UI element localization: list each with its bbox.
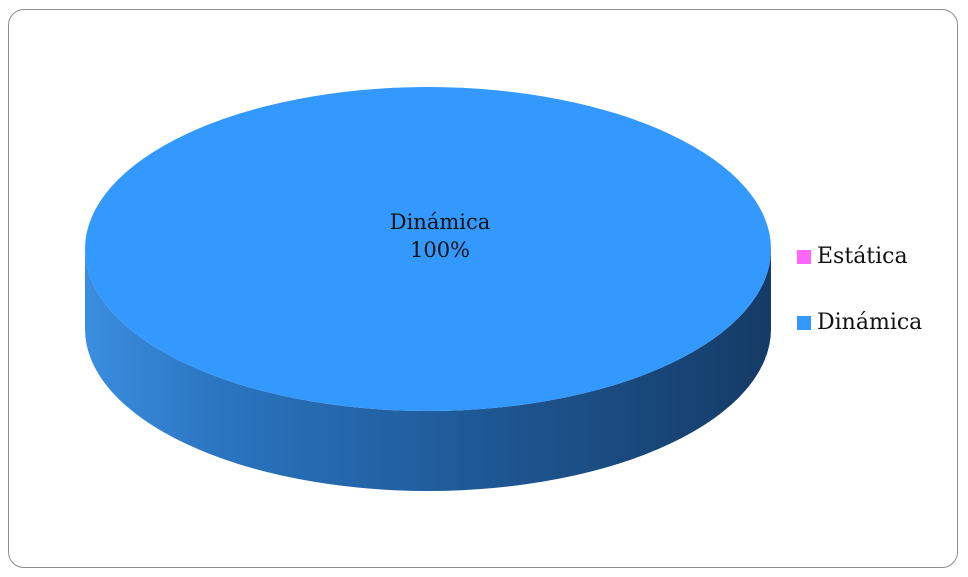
legend-swatch-dinamica [797, 316, 811, 330]
slice-label-percent: 100% [409, 238, 471, 262]
legend-label-dinamica: Dinámica [817, 310, 923, 335]
legend-label-estatica: Estática [817, 244, 908, 269]
pie-slice-dinamica [85, 87, 771, 411]
legend-item-estatica: Estática [797, 242, 922, 272]
slice-label-dinamica: Dinámica 100% [340, 208, 540, 264]
pie-slice-side-dinamica [85, 249, 771, 491]
legend: Estática Dinámica [797, 242, 922, 374]
slice-label-category: Dinámica [389, 210, 491, 234]
legend-swatch-estatica [797, 250, 811, 264]
legend-item-dinamica: Dinámica [797, 308, 922, 338]
